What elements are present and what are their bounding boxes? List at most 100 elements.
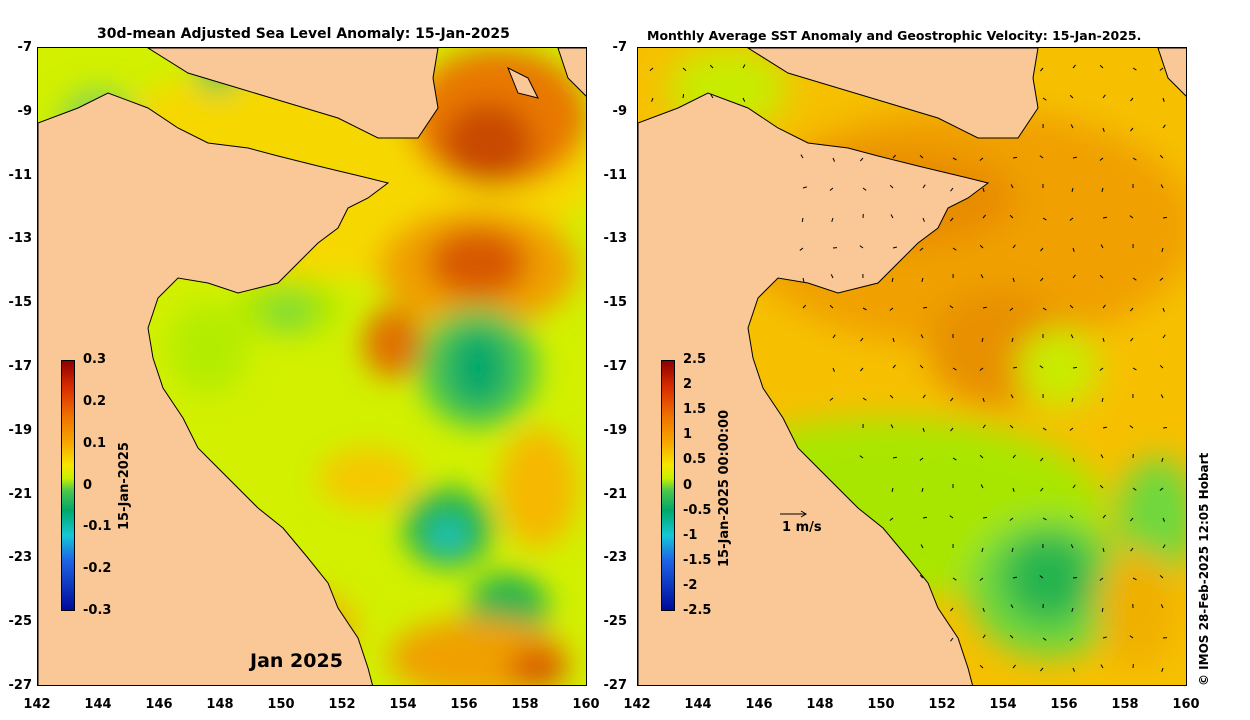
velocity-vector xyxy=(1099,577,1104,581)
vector-scale-arrow xyxy=(780,510,807,518)
velocity-vector xyxy=(1069,94,1074,99)
x-tick-label: 154 xyxy=(989,697,1017,712)
velocity-vector xyxy=(832,334,836,339)
velocity-vector xyxy=(950,217,954,222)
velocity-vector xyxy=(1012,156,1018,159)
left-map-title: 30d-mean Adjusted Sea Level Anomaly: 15-… xyxy=(97,26,510,42)
velocity-vector xyxy=(979,244,984,249)
velocity-vector xyxy=(1162,124,1166,129)
y-tick-label: -9 xyxy=(17,103,32,119)
velocity-vector xyxy=(1042,427,1047,431)
y-tick-label: -11 xyxy=(603,167,628,183)
velocity-vector xyxy=(1012,277,1015,282)
velocity-vector xyxy=(1159,277,1164,281)
velocity-vector xyxy=(1012,487,1015,492)
y-tick-label: -21 xyxy=(8,486,33,502)
velocity-vector xyxy=(1042,307,1047,311)
velocity-vector xyxy=(892,246,898,249)
velocity-vector xyxy=(1012,576,1018,579)
velocity-vector xyxy=(1009,424,1014,429)
velocity-vector xyxy=(1069,637,1074,641)
credit-text: © IMOS 28-Feb-2025 12:05 Hobart xyxy=(1197,452,1211,686)
velocity-vector xyxy=(682,67,687,72)
colorbar-tick-label: -0.2 xyxy=(83,561,112,577)
velocity-vector xyxy=(1072,457,1075,462)
velocity-vector xyxy=(829,304,834,309)
velocity-vector xyxy=(1130,97,1134,102)
x-tick-label: 158 xyxy=(511,697,539,712)
y-tick-label: -7 xyxy=(612,40,627,55)
velocity-vector xyxy=(1070,544,1074,549)
left-colorbar-label: 15-Jan-2025 xyxy=(117,442,132,530)
velocity-vector xyxy=(1072,484,1076,489)
velocity-vector xyxy=(859,157,864,162)
velocity-vector xyxy=(862,187,867,191)
sst-anomaly-map xyxy=(637,47,1187,686)
velocity-vector xyxy=(682,93,685,99)
land-australia xyxy=(38,92,390,685)
velocity-vector xyxy=(800,154,804,159)
velocity-vector xyxy=(1042,217,1047,221)
velocity-vector xyxy=(862,397,867,401)
velocity-vector xyxy=(1042,637,1047,641)
velocity-vector xyxy=(1101,607,1104,613)
x-tick-label: 156 xyxy=(1050,697,1078,712)
y-tick-label: -25 xyxy=(8,614,33,630)
velocity-vector xyxy=(922,217,925,222)
land-new-guinea xyxy=(147,48,439,139)
colorbar-tick-label: -1.5 xyxy=(683,552,712,568)
velocity-vector xyxy=(1010,184,1014,189)
velocity-vector xyxy=(1162,334,1166,339)
velocity-vector xyxy=(1160,604,1164,609)
velocity-vector xyxy=(891,277,894,283)
colorbar-tick-label: -2.5 xyxy=(683,603,712,618)
velocity-vector xyxy=(892,154,897,159)
velocity-vector xyxy=(982,607,985,612)
velocity-vector xyxy=(890,214,894,219)
x-tick-label: 148 xyxy=(806,697,834,712)
colorbar-tick-label: -0.1 xyxy=(83,519,112,535)
colorbar-tick-label: 1.5 xyxy=(683,402,707,418)
colorbar-tick-label: 2 xyxy=(683,377,693,393)
x-tick-label: 150 xyxy=(867,697,895,712)
velocity-vector xyxy=(982,424,986,429)
velocity-vector xyxy=(1071,607,1074,612)
velocity-vector xyxy=(859,455,864,459)
velocity-vector xyxy=(921,277,924,282)
velocity-vector xyxy=(710,94,714,99)
velocity-vector xyxy=(1160,184,1164,189)
colorbar-tick-label: -0.5 xyxy=(683,502,712,518)
y-tick-label: -17 xyxy=(8,359,33,374)
velocity-vector xyxy=(860,367,864,372)
velocity-vector xyxy=(1040,667,1044,672)
velocity-vector xyxy=(1070,124,1074,129)
velocity-vector xyxy=(802,186,807,189)
velocity-vector xyxy=(832,157,836,162)
velocity-vector xyxy=(862,307,867,311)
velocity-vector xyxy=(1040,247,1044,252)
velocity-vector xyxy=(1072,64,1076,69)
y-tick-label: -25 xyxy=(603,614,628,630)
velocity-vector xyxy=(1129,635,1134,639)
velocity-vector xyxy=(1132,577,1137,581)
velocity-vector xyxy=(979,157,984,161)
y-tick-label: -15 xyxy=(8,295,33,311)
velocity-vector xyxy=(1099,367,1104,371)
velocity-vector xyxy=(1102,514,1107,519)
velocity-vector xyxy=(1161,247,1164,252)
velocity-vector xyxy=(1161,667,1164,672)
velocity-vector xyxy=(1160,394,1164,399)
velocity-vector xyxy=(1042,517,1047,521)
colorbar-tick-label: 0 xyxy=(683,477,693,493)
x-tick-label: 148 xyxy=(206,697,234,712)
velocity-vector xyxy=(1159,364,1164,369)
colorbar-tick-label: -2 xyxy=(683,577,698,593)
velocity-vector xyxy=(982,634,986,639)
velocity-vector xyxy=(1042,97,1047,101)
velocity-vector xyxy=(982,397,985,402)
colorbar-tick-label: 1 xyxy=(683,427,693,443)
velocity-vector xyxy=(1072,667,1075,672)
velocity-vector xyxy=(892,337,895,342)
velocity-vector xyxy=(1102,94,1106,99)
velocity-vector xyxy=(829,187,834,191)
